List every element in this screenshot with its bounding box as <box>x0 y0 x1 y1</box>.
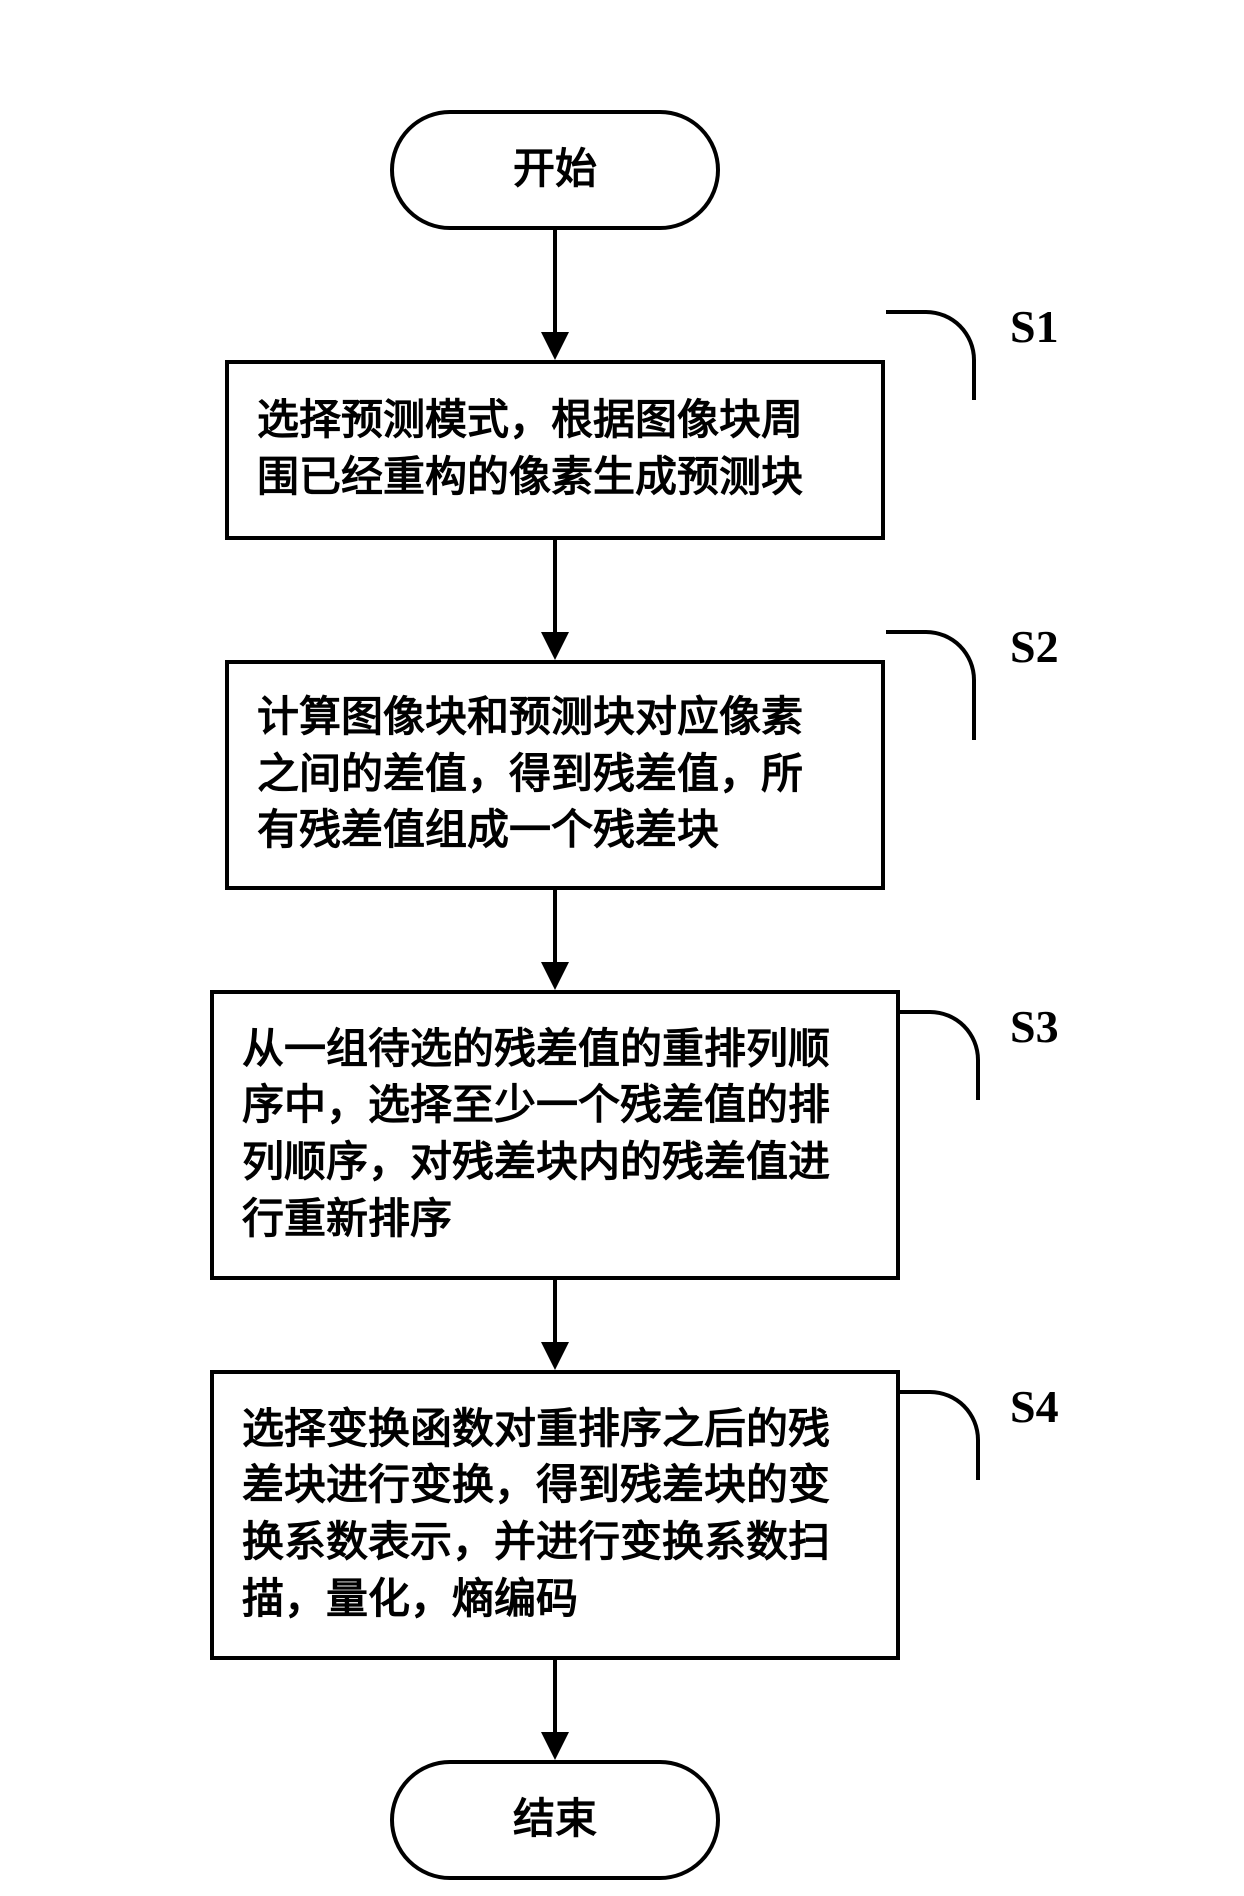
connector-s3 <box>900 1010 980 1100</box>
flowchart-canvas: 开始 选择预测模式，根据图像块周 围已经重构的像素生成预测块 计算图像块和预测块… <box>0 0 1244 1896</box>
step-label-s4: S4 <box>1010 1380 1059 1433</box>
arrow-head <box>541 632 569 660</box>
arrow-line <box>553 890 557 962</box>
step-label-s3: S3 <box>1010 1000 1059 1053</box>
process-s1: 选择预测模式，根据图像块周 围已经重构的像素生成预测块 <box>225 360 885 540</box>
process-s4-text: 选择变换函数对重排序之后的残 差块进行变换，得到残差块的变 换系数表示，并进行变… <box>242 1402 868 1629</box>
arrow-line <box>553 230 557 332</box>
process-s3-text: 从一组待选的残差值的重排列顺 序中，选择至少一个残差值的排 列顺序，对残差块内的… <box>242 1022 868 1249</box>
process-s3: 从一组待选的残差值的重排列顺 序中，选择至少一个残差值的排 列顺序，对残差块内的… <box>210 990 900 1280</box>
arrow-head <box>541 962 569 990</box>
arrow-head <box>541 1342 569 1370</box>
process-s2-text: 计算图像块和预测块对应像素 之间的差值，得到残差值，所 有残差值组成一个残差块 <box>257 690 853 860</box>
arrow-head <box>541 1732 569 1760</box>
arrow-line <box>553 540 557 632</box>
process-s1-text: 选择预测模式，根据图像块周 围已经重构的像素生成预测块 <box>257 393 853 506</box>
process-s2: 计算图像块和预测块对应像素 之间的差值，得到残差值，所 有残差值组成一个残差块 <box>225 660 885 890</box>
connector-s4 <box>900 1390 980 1480</box>
connector-s1 <box>886 310 976 400</box>
arrow-line <box>553 1280 557 1342</box>
process-s4: 选择变换函数对重排序之后的残 差块进行变换，得到残差块的变 换系数表示，并进行变… <box>210 1370 900 1660</box>
end-label: 结束 <box>513 1792 597 1849</box>
start-label: 开始 <box>513 142 597 199</box>
connector-s2 <box>886 630 976 740</box>
arrow-head <box>541 332 569 360</box>
step-label-s1: S1 <box>1010 300 1059 353</box>
start-terminal: 开始 <box>390 110 720 230</box>
arrow-line <box>553 1660 557 1732</box>
step-label-s2: S2 <box>1010 620 1059 673</box>
end-terminal: 结束 <box>390 1760 720 1880</box>
